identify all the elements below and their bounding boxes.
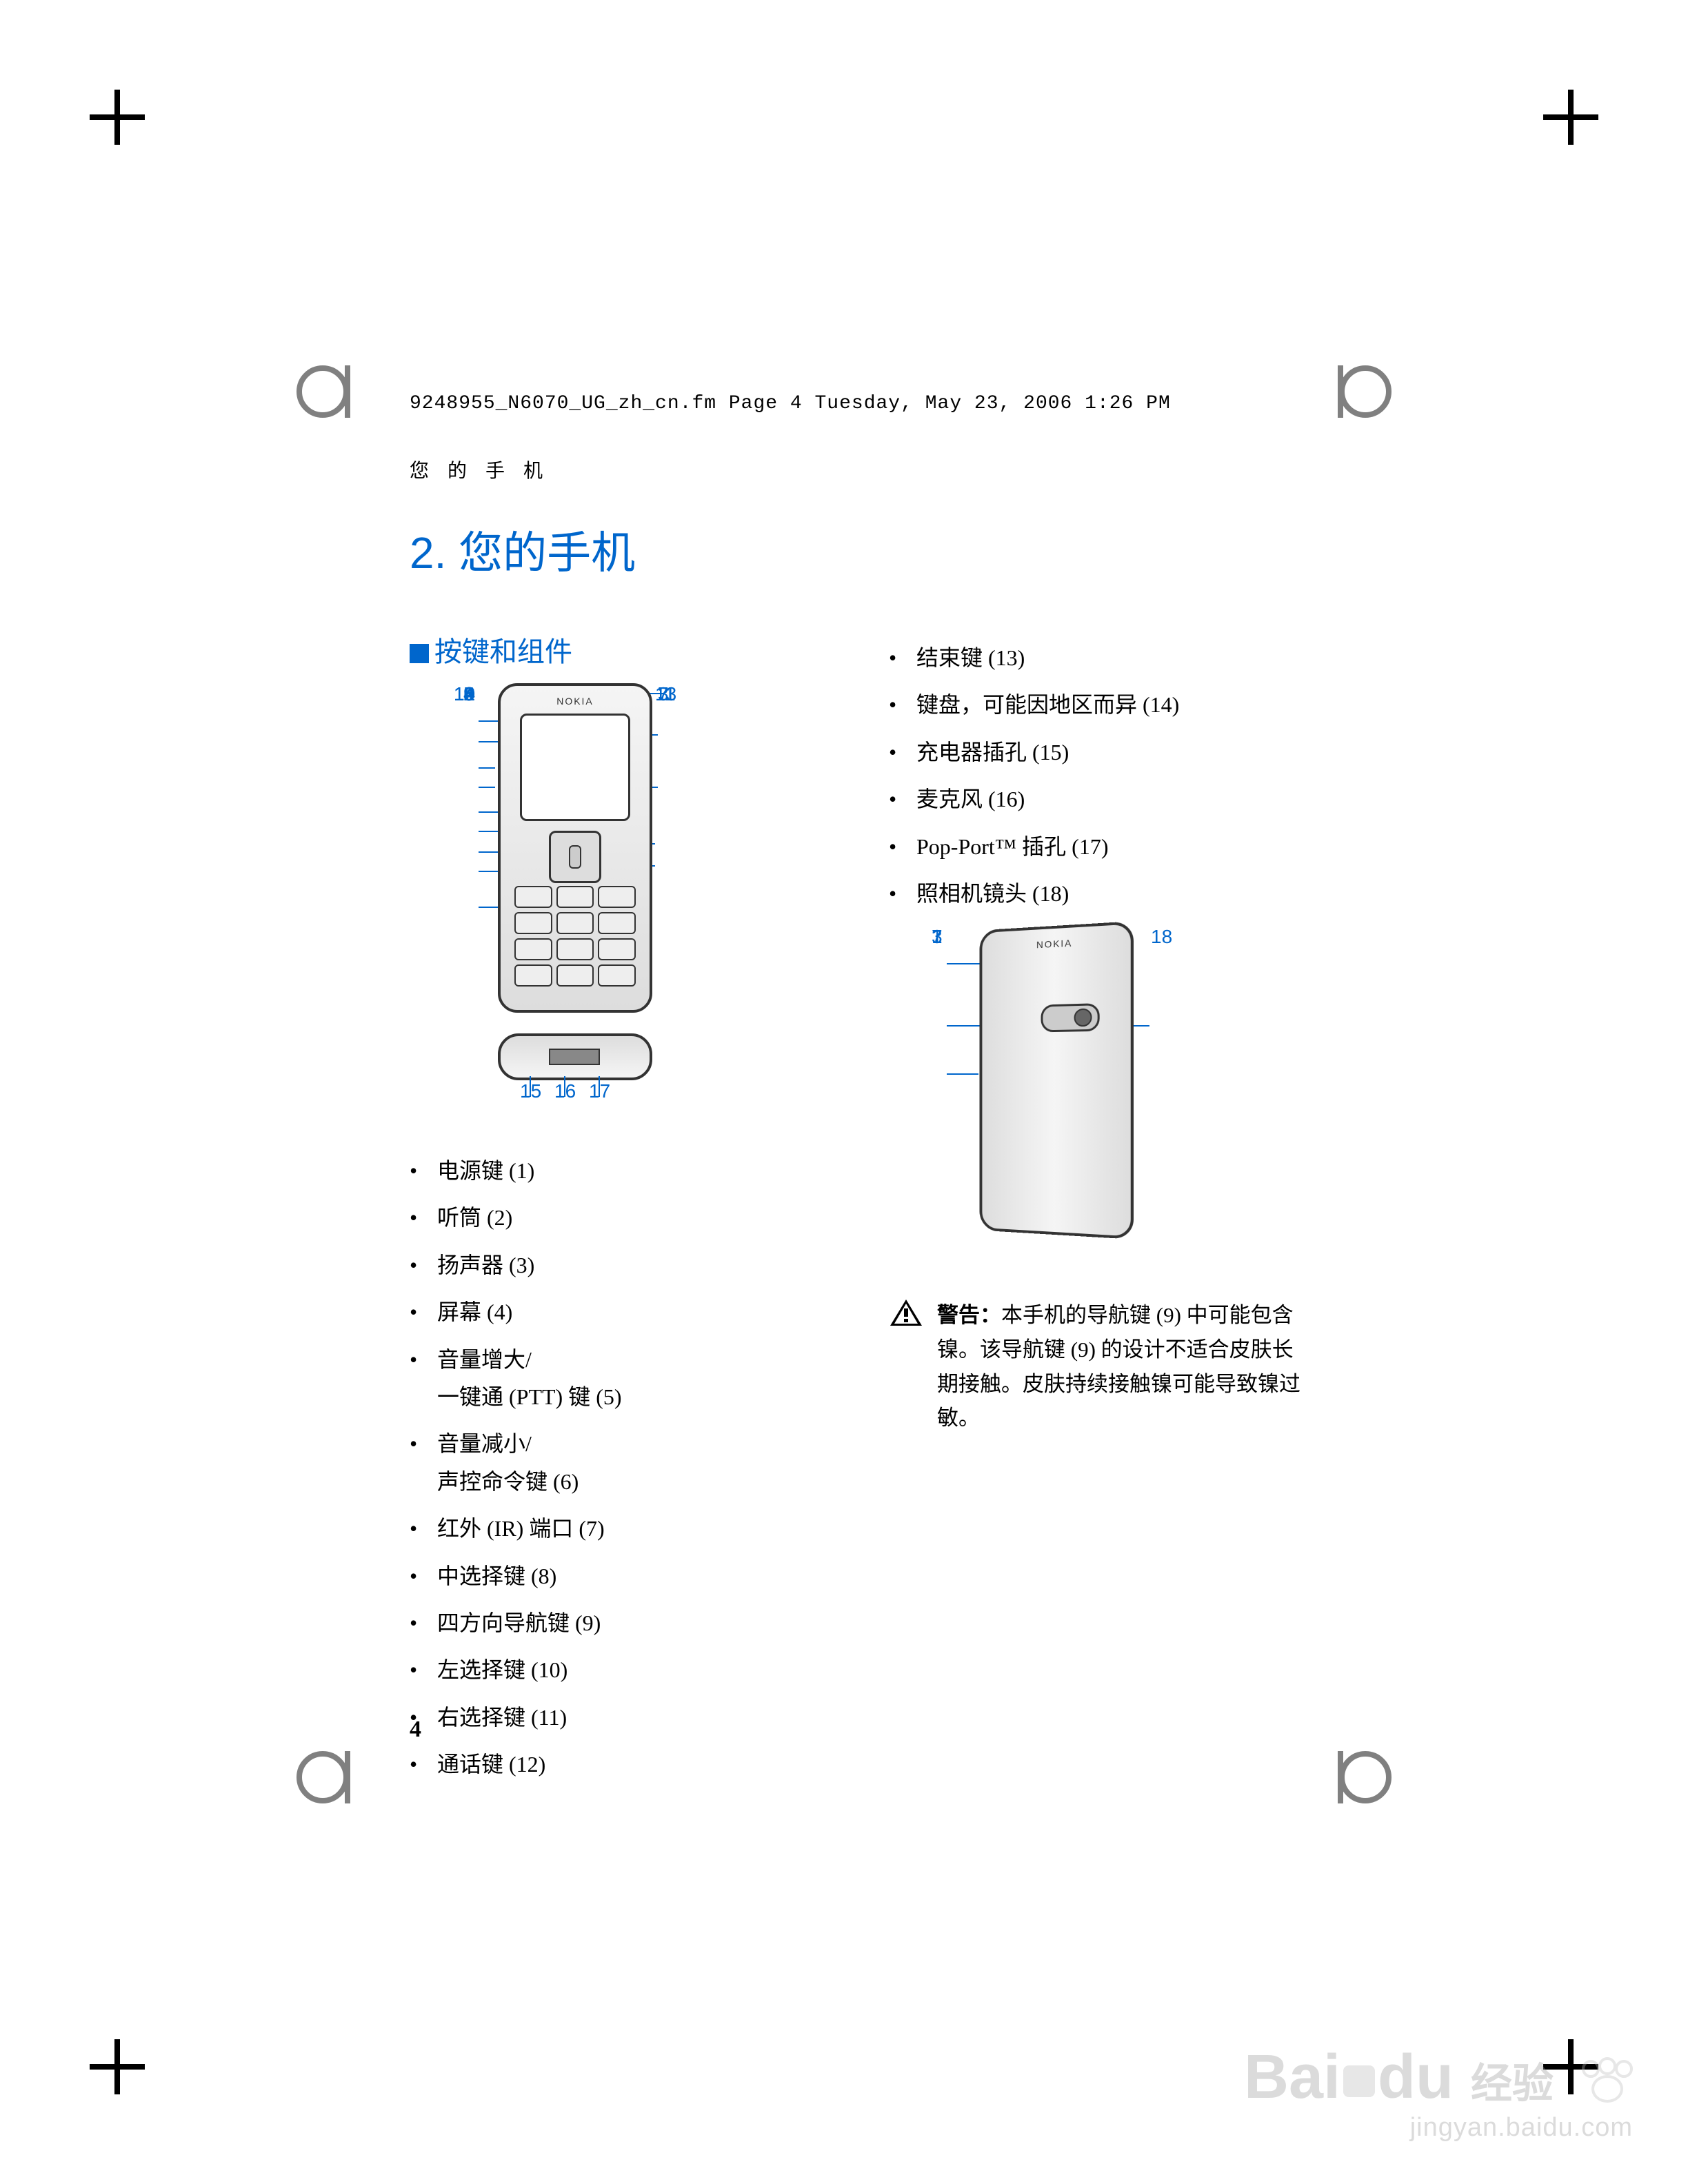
leader-line [479, 871, 499, 872]
crop-mark [90, 2039, 145, 2094]
phone-screen [520, 714, 630, 821]
leader-line [479, 787, 495, 788]
warning-icon [889, 1298, 923, 1328]
leader-line [479, 720, 499, 722]
wm-suffix: 经验 [1471, 2061, 1554, 2107]
wm-b1: Bai [1244, 2043, 1340, 2112]
chapter-title: 2. 您的手机 [410, 518, 1313, 581]
right-list: 结束键 (13) 键盘，可能因地区而异 (14) 充电器插孔 (15) 麦克风 … [889, 639, 1313, 912]
list-item: 麦克风 (16) [889, 780, 1313, 818]
reg-bar [345, 365, 350, 418]
watermark-url: jingyan.baidu.com [1244, 2113, 1633, 2143]
list-item: 充电器插孔 (15) [889, 734, 1313, 771]
warning-block: 警告：本手机的导航键 (9) 中可能包含镍。该导航键 (9) 的设计不适合皮肤长… [889, 1298, 1313, 1435]
paw-icon [1578, 2057, 1633, 2105]
list-item: Pop-Port™ 插孔 (17) [889, 828, 1313, 865]
phone-back-icon: NOKIA [980, 922, 1134, 1240]
leader-line [947, 1025, 981, 1027]
phone-back-diagram: 1 3 7 18 NOKIA [889, 926, 1220, 1271]
leader-line [599, 1076, 600, 1097]
wm-gap-icon [1343, 2065, 1375, 2097]
port-icon [549, 1049, 600, 1065]
reg-bar [1338, 365, 1343, 418]
callout-14: 14 [454, 683, 475, 705]
running-head: 您 的 手 机 [410, 456, 1313, 483]
list-item: 通话键 (12) [410, 1746, 834, 1783]
list-item: 右选择键 (11) [410, 1699, 834, 1736]
list-item: 照相机镜头 (18) [889, 875, 1313, 912]
crop-mark [1543, 90, 1598, 145]
leader-line [479, 851, 499, 853]
warning-label: 警告： [937, 1303, 1001, 1327]
callout-13: 13 [655, 683, 676, 705]
subsection-title: 按键和组件 [410, 629, 834, 669]
left-list: 电源键 (1) 听筒 (2) 扬声器 (3) 屏幕 (4) 音量增大/ 一键通 … [410, 1152, 834, 1783]
leader-line [479, 767, 495, 769]
header-line: 9248955_N6070_UG_zh_cn.fm Page 4 Tuesday… [410, 393, 1313, 414]
list-item: 屏幕 (4) [410, 1293, 834, 1331]
list-item: 音量减小/ 声控命令键 (6) [410, 1425, 834, 1500]
list-item: 四方向导航键 (9) [410, 1604, 834, 1641]
phone-bottom-icon [498, 1033, 652, 1080]
right-column: 结束键 (13) 键盘，可能因地区而异 (14) 充电器插孔 (15) 麦克风 … [889, 629, 1313, 1792]
wm-b2: du [1378, 2043, 1454, 2112]
list-item: 电源键 (1) [410, 1152, 834, 1189]
leader-line [947, 1073, 978, 1075]
leader-line [947, 963, 981, 964]
list-item: 结束键 (13) [889, 639, 1313, 676]
reg-bar [345, 1751, 350, 1803]
list-item: 扬声器 (3) [410, 1246, 834, 1284]
phone-brand: NOKIA [501, 696, 650, 707]
list-item: 红外 (IR) 端口 (7) [410, 1510, 834, 1547]
list-item: 左选择键 (10) [410, 1651, 834, 1688]
phone-front-icon: NOKIA [498, 683, 652, 1013]
page-number: 4 [410, 1717, 421, 1743]
leader-line [530, 1076, 531, 1097]
phone-navkey [549, 831, 601, 883]
leader-line [479, 741, 499, 742]
left-column: 按键和组件 1 2 3 4 5 6 7 8 9 10 11 12 13 14 N… [410, 629, 834, 1792]
list-item: 中选择键 (8) [410, 1557, 834, 1595]
reg-ring [297, 1751, 349, 1803]
phone-keypad [514, 886, 636, 996]
watermark: Baidu 经验 jingyan.baidu.com [1244, 2042, 1633, 2143]
list-item: 听筒 (2) [410, 1199, 834, 1236]
subsection-label: 按键和组件 [434, 637, 572, 667]
list-item: 键盘，可能因地区而异 (14) [889, 686, 1313, 723]
callout-b18: 18 [1151, 926, 1172, 948]
list-item: 音量增大/ 一键通 (PTT) 键 (5) [410, 1341, 834, 1416]
leader-line [479, 811, 499, 813]
callout-b7: 7 [932, 926, 943, 948]
leader-line [479, 831, 499, 832]
reg-ring [297, 365, 349, 418]
leader-line [564, 1076, 565, 1097]
leader-line [479, 907, 499, 908]
content: 9248955_N6070_UG_zh_cn.fm Page 4 Tuesday… [410, 393, 1313, 1792]
reg-bar [1338, 1751, 1343, 1803]
page: 9248955_N6070_UG_zh_cn.fm Page 4 Tuesday… [0, 0, 1688, 2184]
reg-ring [1339, 1751, 1391, 1803]
camera-lens-icon [1041, 1003, 1100, 1032]
crop-mark [90, 90, 145, 145]
watermark-logo: Baidu 经验 [1244, 2042, 1633, 2113]
phone-front-diagram: 1 2 3 4 5 6 7 8 9 10 11 12 13 14 NOKIA 1… [410, 683, 741, 1131]
warning-text: 警告：本手机的导航键 (9) 中可能包含镍。该导航键 (9) 的设计不适合皮肤长… [937, 1298, 1313, 1435]
reg-ring [1339, 365, 1391, 418]
square-bullet-icon [410, 644, 429, 663]
phone-brand: NOKIA [982, 934, 1130, 953]
